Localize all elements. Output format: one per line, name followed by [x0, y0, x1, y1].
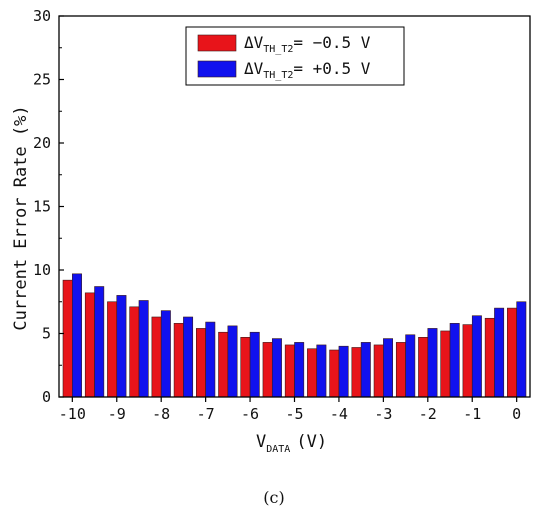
legend: ΔVTH_T2= −0.5 V ΔVTH_T2= +0.5 V	[185, 26, 405, 86]
x-tick-label: -3	[374, 405, 392, 423]
bar-series2-7	[227, 325, 238, 398]
bar-series1-4	[151, 316, 162, 398]
bar-series2-20	[516, 301, 527, 398]
bar-series2-4	[160, 310, 171, 398]
y-tick-label: 0	[42, 388, 51, 406]
bar-series1-2	[107, 301, 118, 398]
bar-series2-5	[183, 316, 194, 398]
bar-series2-0	[72, 273, 82, 398]
bar-series1-3	[129, 306, 140, 398]
bar-series2-13	[360, 342, 371, 398]
legend-swatch-series1	[197, 34, 237, 52]
x-axis-title: VDATA (V)	[256, 432, 327, 455]
bar-series1-12	[329, 349, 340, 398]
bar-series1-11	[307, 348, 318, 398]
bar-series1-9	[262, 342, 273, 398]
bar-series2-8	[249, 331, 260, 398]
x-tick-label: -7	[197, 405, 215, 423]
y-tick-label: 15	[33, 198, 51, 216]
x-tick-label: -4	[330, 405, 348, 423]
bar-series2-18	[471, 315, 482, 398]
y-tick-label: 5	[42, 325, 51, 343]
legend-label-series2: ΔVTH_T2= +0.5 V	[244, 59, 371, 81]
bar-series2-10	[294, 342, 305, 398]
bar-series1-16	[418, 337, 429, 398]
y-tick-label: 10	[33, 261, 51, 279]
bar-series2-14	[383, 338, 393, 398]
bar-series1-14	[373, 344, 384, 398]
bar-series2-9	[271, 338, 282, 398]
y-tick-label: 25	[33, 71, 51, 89]
bar-series1-0	[62, 279, 73, 398]
bar-series1-19	[484, 317, 495, 398]
bar-series1-20	[507, 307, 517, 398]
bar-series2-12	[338, 345, 349, 398]
y-tick-label: 30	[33, 7, 51, 25]
y-axis-title: Current Error Rate (%)	[11, 105, 31, 330]
bar-series1-15	[395, 342, 406, 398]
bar-series2-6	[205, 321, 216, 398]
legend-label-series1: ΔVTH_T2= −0.5 V	[244, 33, 371, 55]
y-tick-label: 20	[33, 134, 51, 152]
bar-series1-7	[218, 331, 229, 398]
bar-series2-15	[405, 334, 416, 398]
bar-series1-17	[440, 330, 451, 398]
bar-series2-3	[138, 300, 149, 398]
x-tick-label: -9	[108, 405, 126, 423]
x-tick-label: 0	[512, 405, 521, 423]
bar-series1-1	[84, 292, 95, 398]
figure-caption: (c)	[263, 488, 284, 507]
legend-swatch-series2	[197, 60, 237, 78]
bar-series2-17	[449, 323, 460, 398]
bar-series1-6	[196, 328, 206, 398]
bar-series1-8	[240, 337, 251, 398]
bar-series1-10	[284, 344, 295, 398]
bar-series2-16	[427, 328, 438, 398]
bar-series1-13	[351, 347, 362, 398]
bar-series2-19	[494, 307, 505, 398]
x-tick-label: -1	[463, 405, 481, 423]
x-tick-label: -10	[59, 405, 86, 423]
bar-series1-5	[173, 323, 184, 398]
bar-group	[62, 273, 527, 398]
bar-series1-18	[462, 324, 473, 398]
bar-series2-1	[94, 286, 105, 398]
x-tick-label: -6	[241, 405, 259, 423]
x-tick-label: -2	[419, 405, 437, 423]
bar-series2-11	[316, 344, 327, 398]
x-tick-label: -5	[285, 405, 303, 423]
bar-series2-2	[116, 295, 127, 398]
x-tick-label: -8	[152, 405, 170, 423]
